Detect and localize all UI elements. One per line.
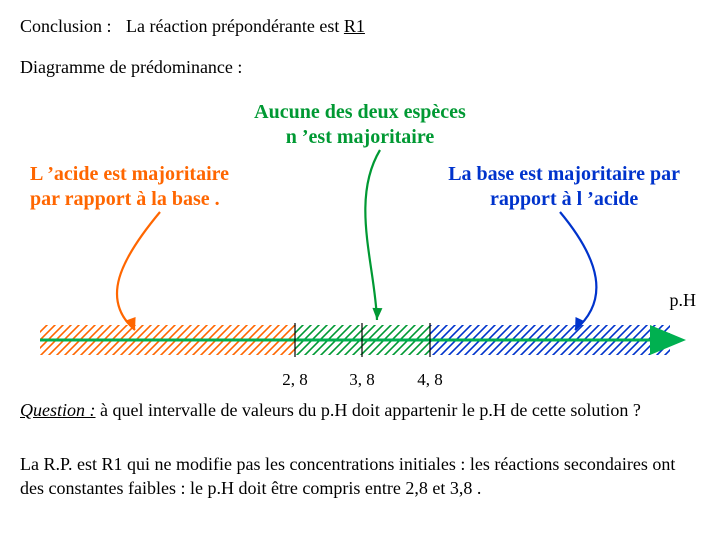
arrow-from-acid-label-head xyxy=(126,317,135,330)
base-majority-label: La base est majoritaire par rapport à l … xyxy=(448,162,680,212)
hatch-region xyxy=(430,325,670,355)
tick-label: 3, 8 xyxy=(349,370,375,390)
center-note-line1: Aucune des deux espèces xyxy=(0,100,720,125)
arrow-from-center-note-head xyxy=(372,308,382,320)
diagram-label: Diagramme de prédominance : xyxy=(20,57,700,78)
conclusion-r1: R1 xyxy=(344,16,365,36)
center-note-line2: n ’est majoritaire xyxy=(0,125,720,150)
acid-majority-label: L ’acide est majoritaire par rapport à l… xyxy=(30,162,229,212)
conclusion-statement: La réaction prépondérante est R1 xyxy=(126,16,365,36)
arrow-from-center-note xyxy=(365,150,380,320)
center-note: Aucune des deux espèces n ’est majoritai… xyxy=(0,100,720,150)
conclusion-prefix: La réaction prépondérante est xyxy=(126,16,344,36)
conclusion-label: Conclusion : xyxy=(20,16,112,36)
hatch-region xyxy=(40,325,295,355)
answer-text: La R.P. est R1 qui ne modifie pas les co… xyxy=(20,452,700,501)
arrow-from-base-label xyxy=(560,212,596,330)
conclusion-line: Conclusion : La réaction prépondérante e… xyxy=(20,16,700,37)
acid-label-line1: L ’acide est majoritaire xyxy=(30,162,229,187)
base-label-line2: rapport à l ’acide xyxy=(448,187,680,212)
acid-label-line2: par rapport à la base . xyxy=(30,187,229,212)
arrow-from-acid-label xyxy=(117,212,160,330)
base-label-line1: La base est majoritaire par xyxy=(448,162,680,187)
tick-label: 4, 8 xyxy=(417,370,443,390)
question-word: Question : xyxy=(20,400,96,420)
hatch-region xyxy=(295,325,430,355)
slide-root: Conclusion : La réaction prépondérante e… xyxy=(0,0,720,540)
arrow-from-base-label-head xyxy=(575,317,585,330)
tick-label: 2, 8 xyxy=(282,370,308,390)
question-text: à quel intervalle de valeurs du p.H doit… xyxy=(96,400,641,420)
axis-ph-label: p.H xyxy=(670,290,697,311)
question-line: Question : à quel intervalle de valeurs … xyxy=(20,400,700,421)
